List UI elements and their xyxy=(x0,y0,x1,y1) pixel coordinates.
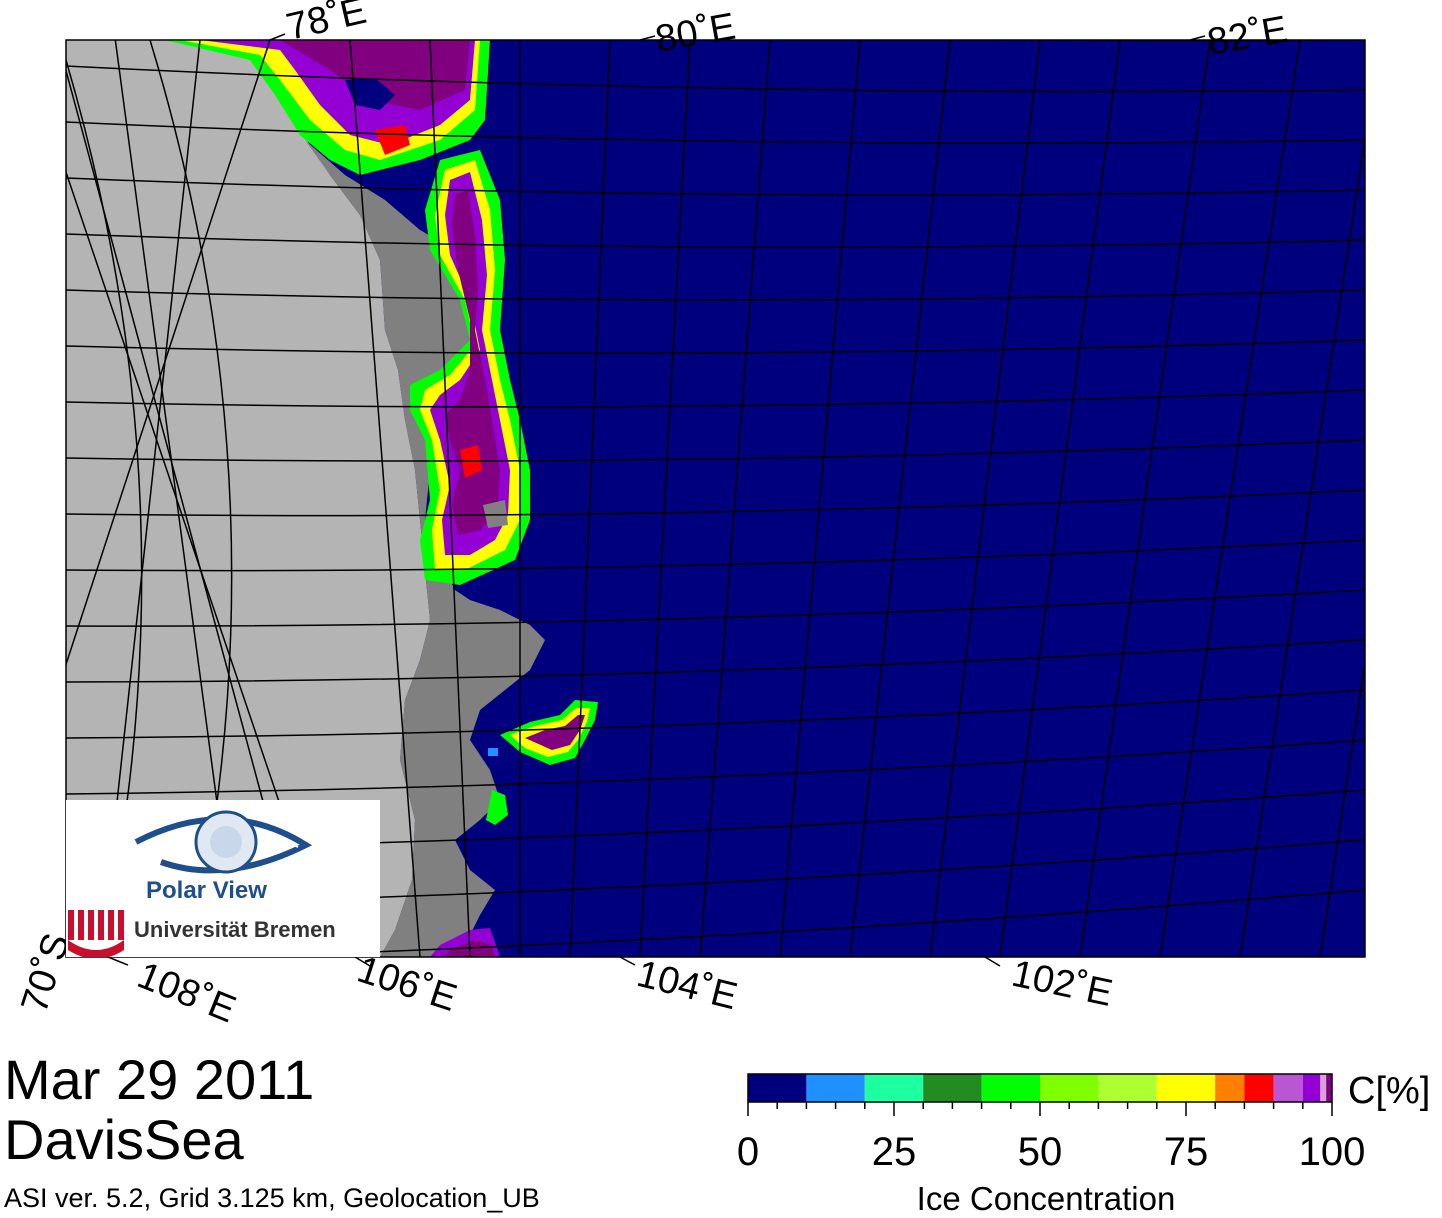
colorbar-bin-12 xyxy=(1320,1074,1327,1102)
region-label: DavisSea xyxy=(4,1108,244,1171)
colorbar-bin-6 xyxy=(1098,1074,1157,1102)
colorbar-bin-13 xyxy=(1326,1074,1332,1102)
colorbar-tick-label-75: 75 xyxy=(1163,1130,1209,1174)
land-ice-sheet xyxy=(66,40,430,957)
colorbar-unit: C[%] xyxy=(1348,1070,1431,1112)
lon-label-108e: 108˚E xyxy=(132,954,242,1031)
lon-label-102e: 102˚E xyxy=(1008,953,1116,1015)
lon-label-106e: 106˚E xyxy=(352,949,461,1020)
colorbar-bin-2 xyxy=(864,1074,924,1102)
sea-ice-top xyxy=(165,40,490,175)
date-label: Mar 29 2011 xyxy=(4,1048,315,1111)
colorbar-bin-3 xyxy=(923,1074,982,1102)
sea-ice-floe xyxy=(430,700,598,957)
logo-subtitle: Universität Bremen xyxy=(134,917,336,942)
colorbar-bin-8 xyxy=(1215,1074,1245,1102)
colorbar-tick-label-100: 100 xyxy=(1298,1130,1366,1174)
colorbar-frame xyxy=(747,1073,1333,1103)
colorbar-bin-9 xyxy=(1244,1074,1274,1102)
lon-label-104e: 104˚E xyxy=(633,953,742,1018)
colorbar-bin-0 xyxy=(748,1074,807,1102)
colorbar-bin-10 xyxy=(1273,1074,1303,1102)
colorbar-tick-label-50: 50 xyxy=(1017,1130,1063,1174)
graticule xyxy=(66,40,1365,957)
axis-ticks xyxy=(107,33,1206,967)
colorbar-bin-1 xyxy=(806,1074,865,1102)
map-frame xyxy=(65,39,1366,958)
colorbar-tick-label-0: 0 xyxy=(736,1130,760,1174)
colorbar-tick-label-25: 25 xyxy=(871,1130,917,1174)
colorbar-title: Ice Concentration xyxy=(916,1180,1176,1217)
colorbar-bin-7 xyxy=(1156,1074,1216,1102)
product-info: ASI ver. 5.2, Grid 3.125 km, Geolocation… xyxy=(4,1183,540,1213)
eye-globe-icon xyxy=(68,810,313,957)
colorbar-bin-5 xyxy=(1040,1074,1099,1102)
colorbar-bin-4 xyxy=(981,1074,1040,1102)
polar-view-logo: Polar View Universität Bremen xyxy=(66,800,380,957)
colorbar-bin-11 xyxy=(1302,1074,1321,1102)
logo-title: Polar View xyxy=(146,877,267,904)
